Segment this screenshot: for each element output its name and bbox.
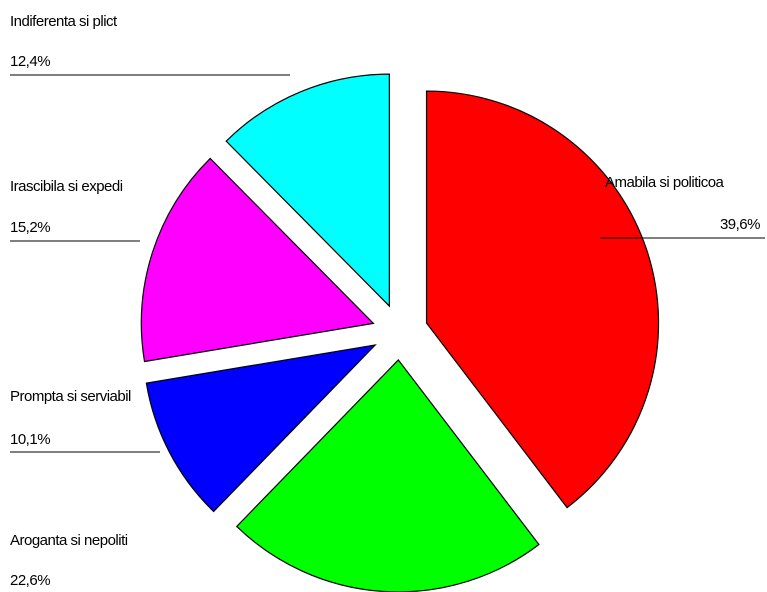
value-label: 10,1% xyxy=(10,431,50,448)
pie-slice xyxy=(140,157,375,363)
slice-label: Amabila si politicoa xyxy=(605,174,725,191)
value-label: 12,4% xyxy=(10,53,50,70)
pie-slice xyxy=(145,344,377,513)
pie-slice xyxy=(225,73,390,308)
slice-label: Aroganta si nepoliti xyxy=(10,532,128,549)
pie-slice xyxy=(425,90,660,509)
slice-label: Irascibila si expedi xyxy=(10,178,123,195)
slice-label: Indiferenta si plict xyxy=(10,13,118,30)
value-label: 39,6% xyxy=(720,216,760,233)
value-label: 15,2% xyxy=(10,219,50,236)
slice-label: Prompta si serviabil xyxy=(10,388,131,405)
value-label: 22,6% xyxy=(10,572,50,589)
